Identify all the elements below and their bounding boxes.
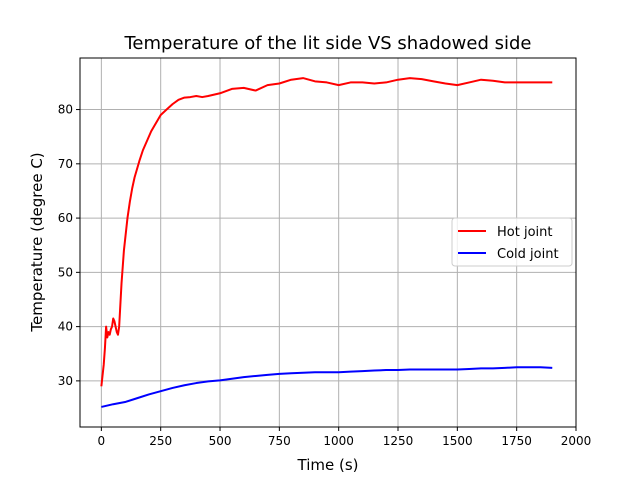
- x-axis-ticks: 0 250 500 750 1000 1250 1500 1750 2000: [98, 427, 592, 448]
- chart-title: Temperature of the lit side VS shadowed …: [124, 33, 532, 54]
- legend-label-hot-joint: Hot joint: [497, 225, 552, 240]
- y-tick-label: 50: [58, 265, 73, 279]
- legend: Hot joint Cold joint: [451, 217, 573, 267]
- y-axis-ticks: 30 40 50 60 70 80: [58, 103, 80, 388]
- x-axis-label: Time (s): [297, 456, 359, 474]
- series-group: [100, 77, 553, 408]
- series-line-hot-joint: [100, 77, 553, 387]
- plot-frame: [79, 57, 577, 428]
- x-tick-label: 2000: [561, 434, 592, 448]
- x-tick-label: 750: [268, 434, 291, 448]
- y-tick-label: 70: [58, 157, 73, 171]
- x-tick-label: 500: [209, 434, 232, 448]
- x-tick-label: 250: [149, 434, 172, 448]
- x-tick-label: 0: [98, 434, 106, 448]
- y-tick-label: 40: [58, 320, 73, 334]
- y-tick-label: 30: [58, 374, 73, 388]
- x-tick-label: 1250: [383, 434, 414, 448]
- x-tick-label: 1000: [323, 434, 354, 448]
- series-line-cold-joint: [101, 366, 553, 408]
- x-tick-label: 1750: [501, 434, 532, 448]
- x-tick-label: 1500: [442, 434, 473, 448]
- y-axis-label: Temperature (degree C): [28, 152, 46, 332]
- y-tick-label: 60: [58, 211, 73, 225]
- y-tick-label: 80: [58, 103, 73, 117]
- legend-label-cold-joint: Cold joint: [497, 247, 559, 262]
